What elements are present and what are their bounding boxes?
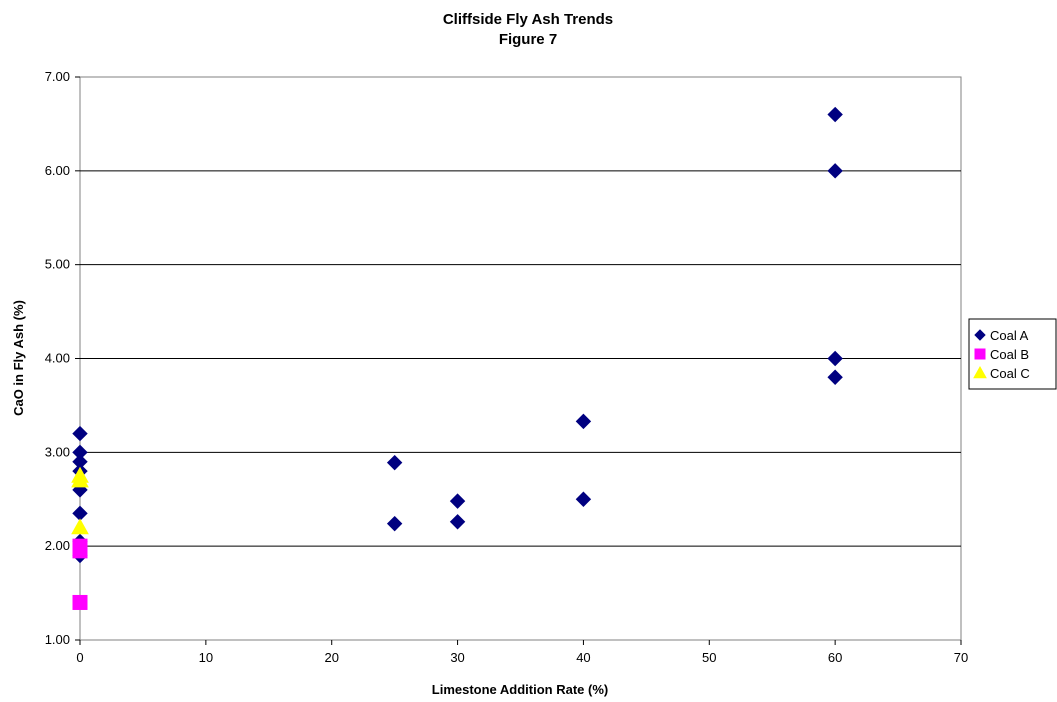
legend: Coal A Coal B Coal C (968, 318, 1057, 390)
legend-entries: Coal A Coal B Coal C (973, 328, 1030, 381)
coal-a-point (386, 515, 403, 532)
coal-a-point (827, 350, 843, 367)
coal-b-point (72, 594, 88, 610)
x-tick-label: 40 (576, 650, 590, 665)
coal-a-point (827, 106, 843, 123)
legend-marker-coal-a (974, 329, 986, 341)
x-tick-label: 60 (828, 650, 842, 665)
coal-a-point (449, 493, 466, 509)
coal-a-point (575, 413, 592, 430)
legend-marker-coal-c (973, 365, 987, 379)
chart-subtitle: Figure 7 (499, 31, 557, 48)
legend-label-coal-a: Coal A (990, 328, 1029, 343)
coal-c-point (71, 471, 89, 488)
y-tick-label: 6.00 (45, 163, 70, 178)
legend-label-coal-c: Coal C (990, 366, 1030, 381)
x-axis-title: Limestone Addition Rate (%) (432, 682, 608, 697)
y-tick-label: 2.00 (45, 538, 70, 553)
x-tick-label: 50 (702, 650, 716, 665)
legend-marker-coal-b (974, 348, 986, 360)
gridlines (80, 170, 961, 547)
coal-a-point (72, 425, 88, 442)
x-tick-label: 20 (324, 650, 338, 665)
chart-title: Cliffside Fly Ash Trends (443, 11, 613, 28)
y-axis-title: CaO in Fly Ash (%) (11, 300, 26, 416)
coal-a-point (575, 491, 592, 507)
x-tick-label: 0 (76, 650, 83, 665)
y-axis-ticks: 1.00 2.00 3.00 4.00 5.00 6.00 7.00 (45, 69, 80, 647)
y-tick-label: 3.00 (45, 444, 70, 459)
y-tick-label: 1.00 (45, 632, 70, 647)
data-points (71, 106, 843, 610)
y-tick-label: 4.00 (45, 351, 70, 366)
coal-a-point (386, 454, 403, 471)
y-tick-label: 7.00 (45, 69, 70, 84)
x-axis-ticks: 0 10 20 30 40 50 60 70 (76, 640, 968, 665)
coal-a-point (827, 369, 843, 385)
coal-b-point (72, 543, 88, 559)
coal-a-point (449, 514, 466, 530)
x-tick-label: 10 (199, 650, 213, 665)
x-tick-label: 70 (954, 650, 968, 665)
coal-c-point (71, 518, 89, 535)
coal-a-point (827, 163, 843, 179)
x-tick-label: 30 (450, 650, 464, 665)
y-tick-label: 5.00 (45, 257, 70, 272)
legend-label-coal-b: Coal B (990, 347, 1029, 362)
